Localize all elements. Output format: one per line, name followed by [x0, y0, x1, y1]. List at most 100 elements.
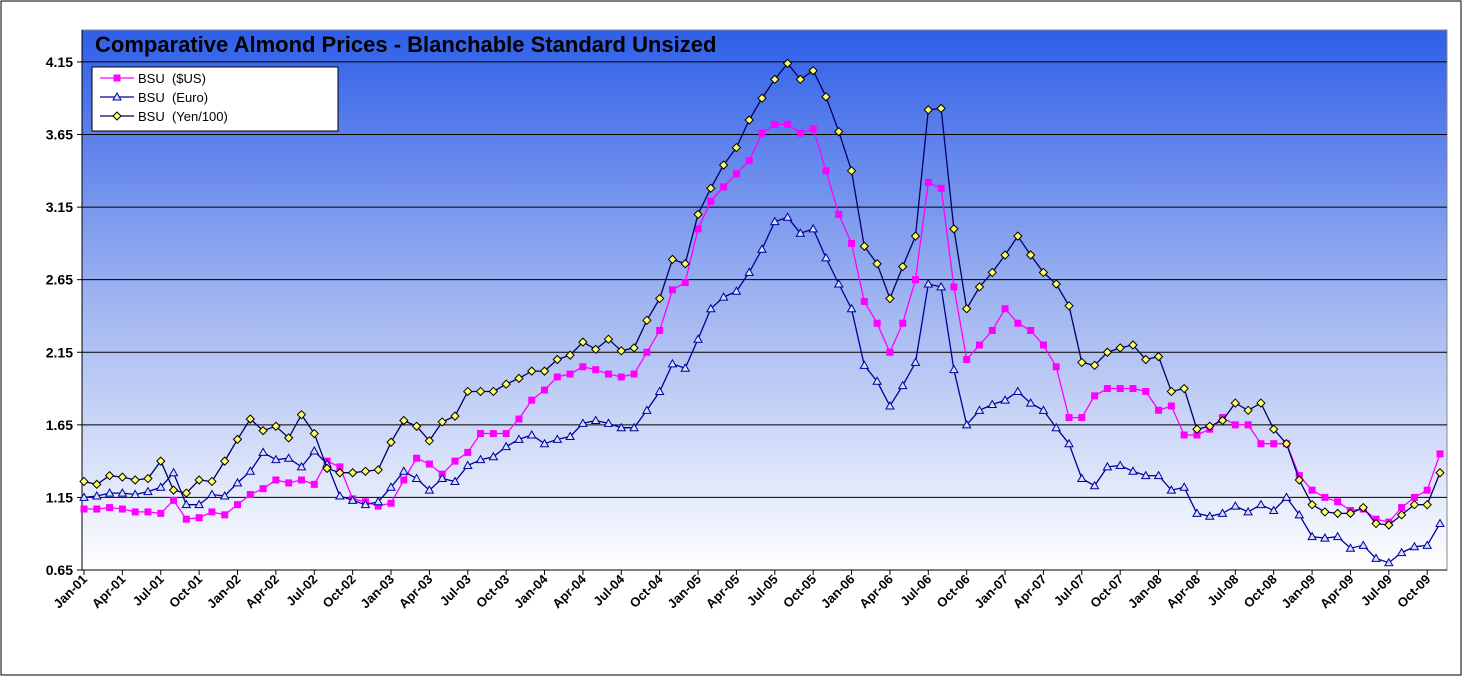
marker	[93, 505, 101, 513]
marker	[1065, 414, 1073, 422]
marker	[528, 396, 536, 404]
marker	[1025, 250, 1036, 260]
marker	[1089, 480, 1100, 490]
y-tick-label: 1.15	[46, 489, 73, 505]
marker	[1358, 502, 1368, 513]
y-tick-label: 3.65	[46, 127, 73, 143]
marker	[1371, 553, 1381, 562]
marker	[1012, 386, 1023, 395]
legend-label: BSU (Yen/100)	[138, 109, 228, 124]
marker	[297, 476, 305, 484]
marker	[104, 488, 115, 497]
marker	[1155, 406, 1163, 414]
y-tick-label: 2.15	[46, 344, 73, 360]
marker	[731, 142, 742, 153]
marker	[1129, 385, 1137, 393]
marker	[347, 468, 358, 478]
marker	[860, 297, 868, 305]
marker	[194, 475, 204, 485]
marker	[425, 460, 433, 468]
marker	[168, 485, 179, 495]
marker	[271, 421, 281, 431]
marker	[950, 283, 958, 291]
marker	[1179, 482, 1190, 491]
marker	[1205, 421, 1215, 431]
marker	[886, 348, 894, 356]
marker	[488, 386, 499, 397]
marker	[656, 326, 664, 334]
marker	[1257, 440, 1265, 448]
marker	[859, 241, 870, 251]
marker	[220, 456, 230, 466]
marker	[974, 405, 985, 414]
marker	[80, 505, 88, 513]
marker	[910, 231, 921, 241]
marker	[835, 210, 843, 218]
marker	[117, 472, 128, 482]
marker	[501, 441, 512, 451]
marker	[283, 433, 294, 443]
marker	[334, 490, 345, 500]
marker	[112, 111, 122, 121]
marker	[283, 453, 294, 462]
marker	[373, 496, 384, 506]
marker	[642, 315, 652, 326]
marker	[1128, 340, 1138, 350]
marker	[910, 357, 921, 366]
marker	[1001, 305, 1009, 313]
marker	[872, 259, 882, 269]
marker	[488, 451, 499, 461]
marker	[578, 337, 588, 347]
marker	[335, 468, 345, 478]
marker	[1435, 518, 1445, 528]
marker	[424, 436, 435, 446]
marker	[987, 399, 998, 409]
marker	[846, 166, 857, 176]
marker	[208, 508, 216, 516]
marker	[526, 429, 537, 439]
marker	[1308, 486, 1316, 494]
marker	[285, 479, 293, 487]
marker	[309, 428, 319, 439]
marker	[782, 212, 793, 221]
marker	[489, 430, 497, 438]
marker	[322, 463, 332, 474]
marker	[705, 303, 716, 313]
marker	[1153, 351, 1164, 362]
marker	[118, 505, 126, 513]
marker	[1321, 493, 1329, 501]
marker	[784, 120, 792, 128]
marker	[515, 415, 523, 423]
marker	[1116, 385, 1124, 393]
marker	[579, 363, 587, 371]
marker	[732, 170, 740, 178]
marker	[1320, 533, 1330, 542]
marker	[667, 254, 678, 265]
marker	[155, 482, 166, 491]
marker	[821, 252, 831, 262]
marker	[848, 239, 856, 247]
marker	[272, 476, 280, 484]
marker	[501, 379, 511, 389]
marker	[1334, 498, 1342, 506]
chart-title: Comparative Almond Prices - Blanchable S…	[95, 32, 716, 57]
marker	[629, 343, 639, 353]
marker	[475, 454, 486, 464]
marker	[923, 105, 934, 115]
marker	[182, 515, 190, 523]
marker	[1244, 421, 1252, 429]
marker	[1332, 508, 1343, 519]
marker	[296, 461, 307, 471]
marker	[1167, 402, 1175, 410]
marker	[553, 373, 561, 381]
marker	[79, 492, 89, 501]
marker	[1077, 357, 1087, 368]
marker	[771, 120, 779, 128]
marker	[566, 370, 574, 378]
marker	[616, 346, 626, 356]
marker	[897, 380, 908, 390]
marker	[1103, 385, 1111, 393]
marker	[157, 509, 165, 517]
marker	[1307, 499, 1317, 510]
marker	[974, 282, 985, 292]
